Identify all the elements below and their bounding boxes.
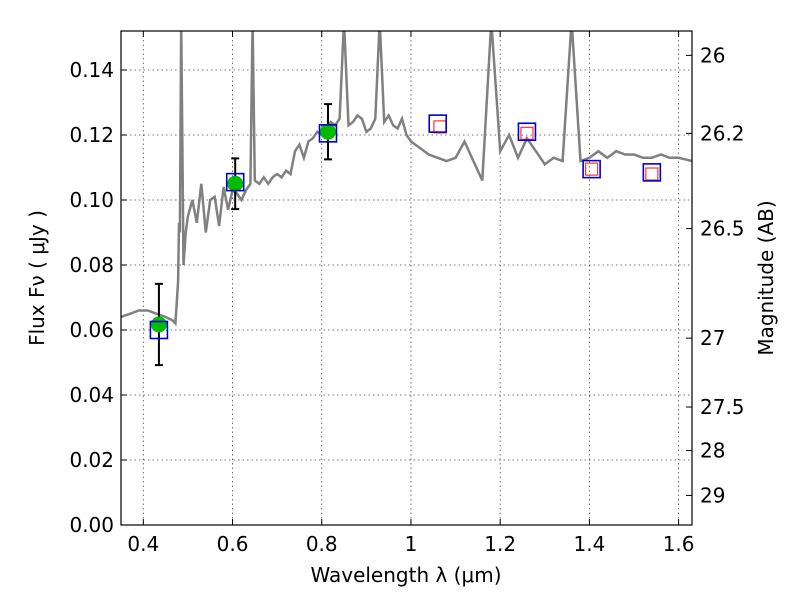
markers [149, 103, 662, 367]
model-point [225, 172, 245, 192]
near-ir-point [520, 126, 534, 140]
x-tick-label: 0.6 [217, 532, 249, 556]
near-ir-point [433, 120, 447, 134]
model-point [318, 124, 338, 143]
y-tick-label: 0.10 [69, 188, 114, 212]
x-tick-label: 1.4 [573, 532, 605, 556]
near-ir-point [585, 162, 599, 176]
x-tick-label: 1.2 [484, 532, 516, 556]
y-axis-label-right: Magnitude (AB) [754, 200, 778, 355]
model-point [149, 320, 169, 340]
x-tick-label: 0.8 [306, 532, 338, 556]
grid [121, 31, 692, 526]
right-tick-label: 26 [700, 43, 725, 67]
y-tick-label: 0.12 [69, 123, 114, 147]
x-tick-label: 1.6 [663, 532, 695, 556]
x-axis-label: Wavelength λ (μm) [310, 563, 501, 587]
ticks: 0.4 0.6 0.8 1 1.2 1.4 1.6 0.00 0.02 0.04 0.06 0.08 0… [69, 31, 745, 556]
model-point [517, 122, 537, 142]
observed-point [150, 316, 167, 333]
y-tick-label: 0.06 [69, 318, 114, 342]
right-tick-label: 26.5 [700, 217, 745, 241]
y-tick-label: 0.08 [69, 253, 114, 277]
plot-area [121, 31, 692, 327]
right-tick-label: 26.2 [700, 121, 745, 145]
model-point [642, 163, 662, 182]
y-tick-label: 0.04 [69, 383, 114, 407]
y-axis-label-left: Flux Fν ( μJy ) [25, 210, 49, 346]
right-tick-label: 28 [700, 439, 725, 463]
model-point [582, 159, 601, 179]
x-tick-label: 1 [405, 532, 418, 556]
plot-frame [120, 30, 693, 526]
y-tick-label: 0.00 [69, 513, 114, 537]
right-tick-label: 27.5 [700, 395, 745, 419]
right-tick-label: 27 [700, 326, 725, 350]
observed-point [227, 175, 244, 192]
observed-point [319, 123, 336, 140]
near-ir-point [645, 167, 659, 181]
x-tick-label: 0.4 [127, 532, 159, 556]
y-tick-label: 0.02 [69, 448, 114, 472]
right-tick-label: 29 [700, 483, 725, 507]
model-point [428, 114, 448, 133]
model-sed-line [121, 31, 692, 327]
y-tick-label: 0.14 [69, 58, 114, 82]
